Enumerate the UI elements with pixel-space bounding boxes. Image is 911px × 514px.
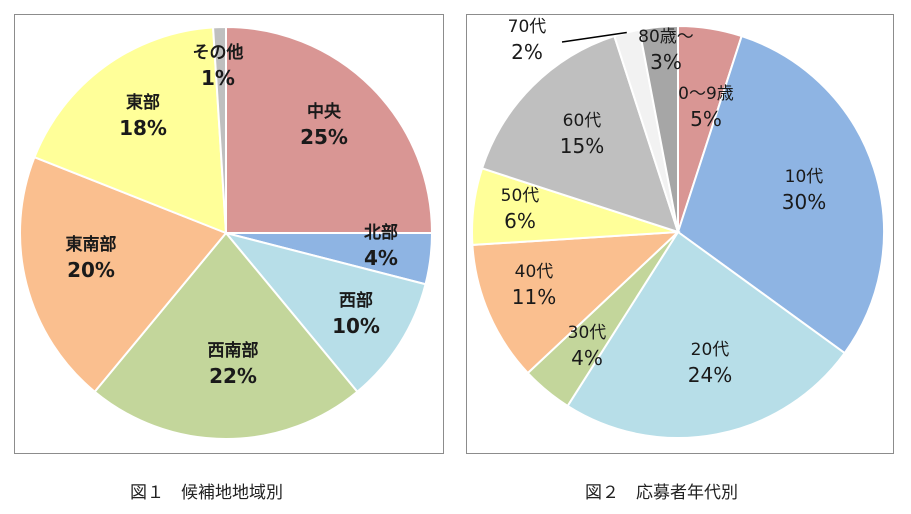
age-slice-4	[471, 230, 681, 375]
age-data-label-8: 80歳～ 3%	[638, 27, 694, 74]
age-data-label-2: 20代 24%	[688, 340, 732, 387]
age-slice-6	[480, 34, 680, 234]
region-data-label-3: 西南部 22%	[208, 340, 259, 388]
region-slice-5	[33, 26, 228, 235]
age-data-label-3: 30代 4%	[568, 323, 607, 370]
age-slice-2	[566, 230, 847, 439]
region-slice-3	[93, 231, 359, 441]
age-data-label-1: 10代 30%	[782, 167, 826, 214]
age-slice-8	[638, 24, 679, 233]
region-slice-2	[223, 231, 427, 394]
region-data-label-0: 中央 25%	[300, 101, 348, 149]
figure1-caption: 図１ 候補地地域別	[130, 483, 283, 503]
region-slice-0	[225, 25, 434, 234]
age-slice-1	[676, 34, 886, 355]
region-data-label-4: 東南部 20%	[66, 234, 117, 282]
age-data-label-0: 0～9歳 5%	[678, 84, 734, 131]
region-data-label-6: その他 1%	[193, 42, 244, 90]
region-data-label-2: 西部 10%	[332, 290, 380, 338]
age-data-label-7: 70代 2%	[508, 17, 547, 64]
region-data-label-1: 北部 4%	[364, 222, 398, 270]
region-slice-4	[19, 155, 228, 394]
figure2-caption: 図２ 応募者年代別	[585, 483, 738, 503]
region-data-label-5: 東部 18%	[119, 92, 167, 140]
age-data-label-6: 60代 15%	[560, 111, 604, 158]
age-data-label-4: 40代 11%	[512, 262, 556, 309]
age-leader-line	[561, 31, 627, 43]
region-slice-6	[212, 25, 227, 234]
age-data-label-5: 50代 6%	[501, 186, 540, 233]
